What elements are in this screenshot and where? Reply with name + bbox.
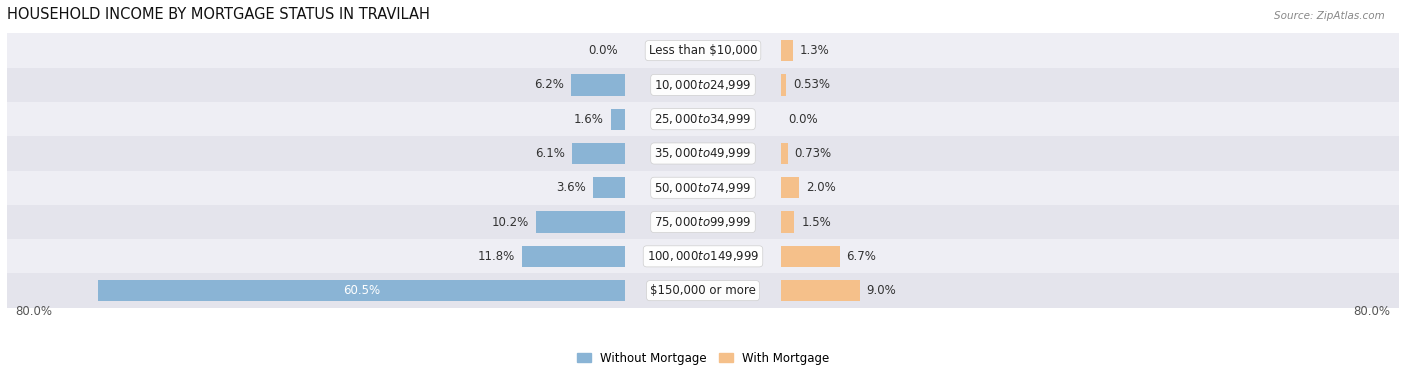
Text: 6.2%: 6.2% (534, 78, 564, 91)
Bar (782, 211, 794, 233)
Bar (7, 239, 1399, 274)
Text: 80.0%: 80.0% (1354, 305, 1391, 318)
Bar (782, 246, 839, 267)
Bar (782, 280, 859, 301)
Bar (782, 177, 799, 198)
Bar (610, 108, 624, 130)
Text: 0.53%: 0.53% (793, 78, 830, 91)
Bar (522, 246, 624, 267)
Bar (7, 274, 1399, 308)
Text: $150,000 or more: $150,000 or more (650, 284, 756, 297)
Bar (571, 74, 624, 96)
Text: 60.5%: 60.5% (343, 284, 380, 297)
Text: $75,000 to $99,999: $75,000 to $99,999 (654, 215, 752, 229)
Text: HOUSEHOLD INCOME BY MORTGAGE STATUS IN TRAVILAH: HOUSEHOLD INCOME BY MORTGAGE STATUS IN T… (7, 7, 430, 22)
Text: $100,000 to $149,999: $100,000 to $149,999 (647, 249, 759, 263)
Text: 1.3%: 1.3% (800, 44, 830, 57)
Bar (536, 211, 624, 233)
Text: 10.2%: 10.2% (492, 215, 529, 229)
Text: 0.0%: 0.0% (789, 113, 818, 126)
Bar (7, 205, 1399, 239)
Bar (782, 40, 793, 61)
Text: 80.0%: 80.0% (15, 305, 52, 318)
Text: 2.0%: 2.0% (806, 181, 835, 194)
Text: 0.73%: 0.73% (794, 147, 832, 160)
Text: $25,000 to $34,999: $25,000 to $34,999 (654, 112, 752, 126)
Text: 1.6%: 1.6% (574, 113, 603, 126)
Text: $10,000 to $24,999: $10,000 to $24,999 (654, 78, 752, 92)
Text: 9.0%: 9.0% (866, 284, 896, 297)
Text: Source: ZipAtlas.com: Source: ZipAtlas.com (1274, 11, 1385, 21)
Bar (782, 143, 787, 164)
Bar (7, 136, 1399, 170)
Text: 11.8%: 11.8% (478, 250, 515, 263)
Text: 0.0%: 0.0% (588, 44, 617, 57)
Bar (7, 68, 1399, 102)
Text: 1.5%: 1.5% (801, 215, 831, 229)
Text: 3.6%: 3.6% (557, 181, 586, 194)
Text: $35,000 to $49,999: $35,000 to $49,999 (654, 147, 752, 161)
Bar (572, 143, 624, 164)
Text: Less than $10,000: Less than $10,000 (648, 44, 758, 57)
Bar (7, 170, 1399, 205)
Bar (98, 280, 624, 301)
Bar (7, 34, 1399, 68)
Bar (593, 177, 624, 198)
Legend: Without Mortgage, With Mortgage: Without Mortgage, With Mortgage (572, 347, 834, 369)
Text: $50,000 to $74,999: $50,000 to $74,999 (654, 181, 752, 195)
Text: 6.7%: 6.7% (846, 250, 876, 263)
Text: 6.1%: 6.1% (534, 147, 565, 160)
Bar (7, 102, 1399, 136)
Bar (782, 74, 786, 96)
